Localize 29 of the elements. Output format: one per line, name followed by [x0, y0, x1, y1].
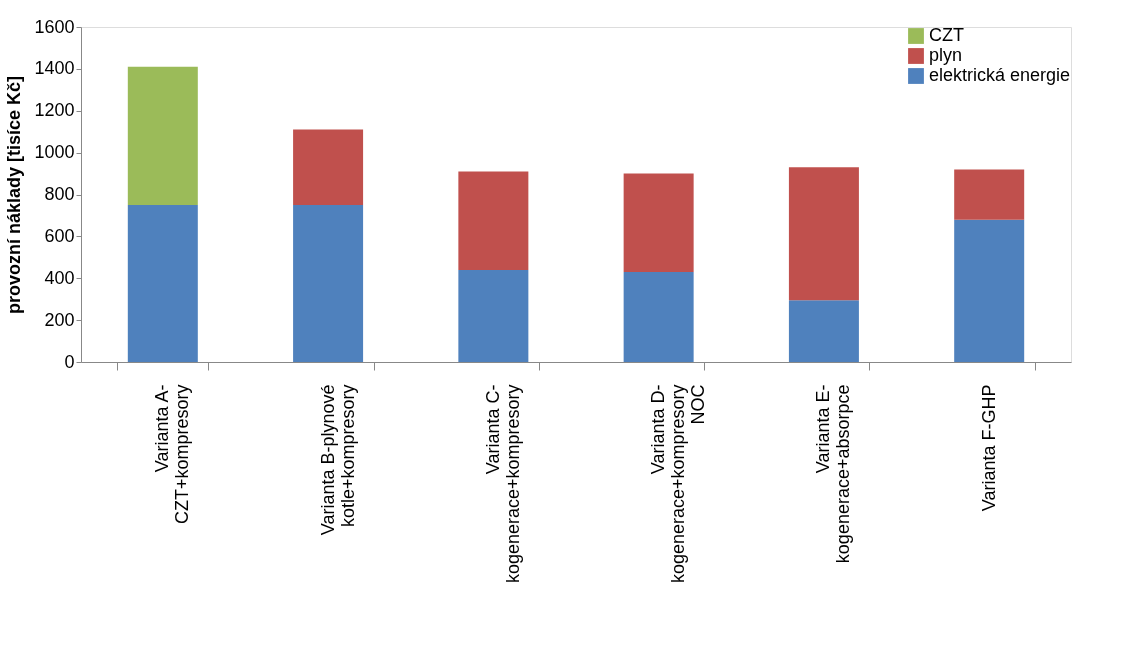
legend-label: plyn — [929, 45, 963, 65]
x-tick-label: Varianta B-plynové kotle+kompresory — [317, 384, 358, 536]
bar — [293, 129, 364, 205]
y-tick-label: 1200 — [34, 100, 75, 121]
y-tick-label: 200 — [44, 309, 75, 330]
bar — [788, 167, 859, 301]
y-tick-label: 0 — [64, 351, 75, 372]
bar — [788, 300, 859, 362]
legend-label: elektrická energie — [929, 65, 1071, 85]
y-tick-label: 800 — [44, 184, 75, 204]
y-axis-title: provozní náklady [tisíce Kč] — [4, 75, 25, 315]
bar — [127, 204, 198, 362]
bar — [954, 219, 1025, 362]
y-tick-label: 1000 — [34, 142, 75, 163]
bar — [293, 204, 364, 362]
bar — [623, 173, 694, 272]
bar — [954, 169, 1025, 220]
bar — [127, 66, 198, 205]
x-tick-label: Varianta F-GHP — [978, 384, 999, 512]
x-tick-label: Varianta A- CZT+kompresory — [152, 384, 193, 525]
y-tick-label: 600 — [44, 225, 75, 246]
y-tick-label: 400 — [44, 267, 75, 288]
bar — [458, 269, 529, 362]
y-tick-label: 1400 — [34, 58, 75, 79]
y-tick-label: 1600 — [34, 16, 75, 37]
bar — [458, 171, 529, 270]
x-tick-label: Varianta D- kogenerace+kompresory NOC — [648, 384, 709, 584]
legend-label: CZT — [929, 25, 964, 45]
bar — [623, 271, 694, 362]
